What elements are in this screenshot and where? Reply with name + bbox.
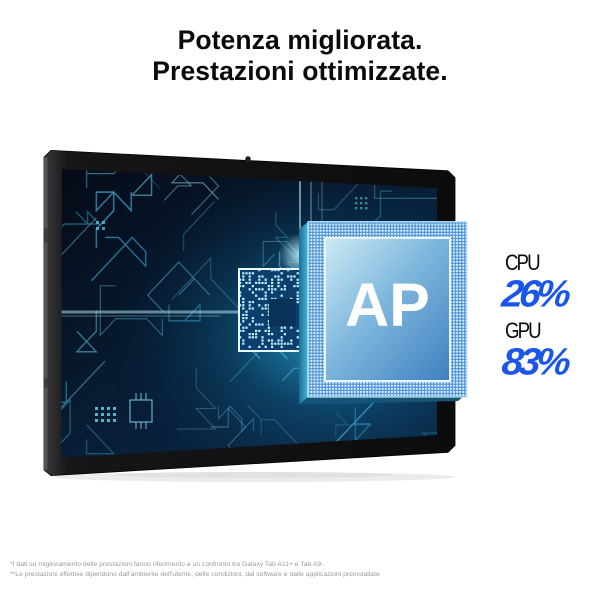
svg-text:AP: AP — [345, 271, 430, 339]
